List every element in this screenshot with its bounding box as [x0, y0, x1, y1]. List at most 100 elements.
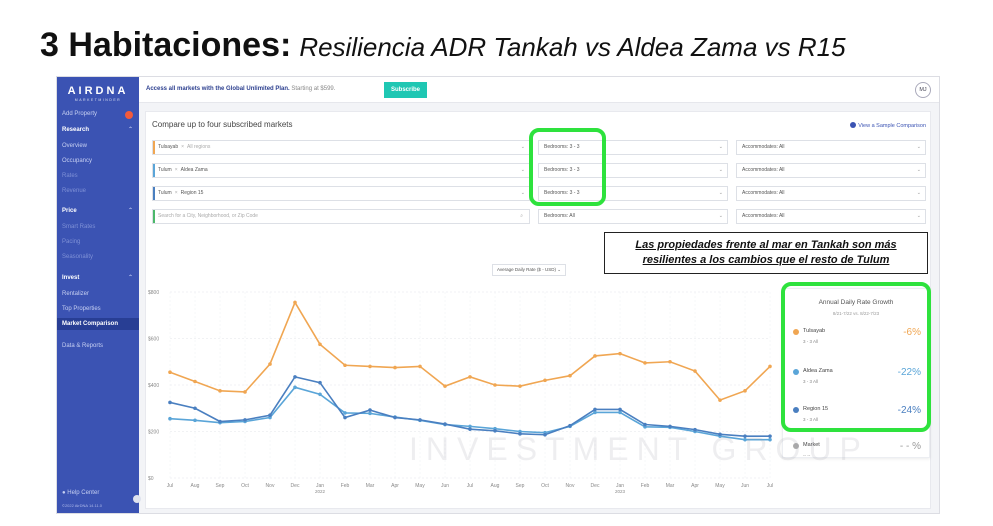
growth-value: -6% — [903, 327, 921, 338]
x-tick-label: Jan — [316, 483, 324, 489]
region-selector[interactable]: Aldea Zama — [180, 167, 208, 173]
x-tick-label: Apr — [391, 483, 399, 489]
bedrooms-value: Bedrooms: All — [544, 213, 575, 219]
sidebar-item-seasonality[interactable]: Seasonality — [62, 254, 94, 260]
data-point — [293, 385, 297, 390]
sidebar-item-data-reports[interactable]: Data & Reports — [62, 343, 104, 349]
search-placeholder: Search for a City, Neighborhood, or Zip … — [158, 213, 258, 219]
growth-title: Annual Daily Rate Growth — [818, 299, 894, 306]
y-tick-label: $400 — [148, 383, 159, 389]
y-tick-label: $800 — [148, 290, 159, 296]
sidebar-item-revenue[interactable]: Revenue — [62, 188, 87, 194]
notification-badge — [125, 111, 133, 119]
chevron-down-icon: ⌄ — [520, 167, 525, 173]
x-tick-label: Oct — [241, 483, 249, 489]
data-point — [568, 423, 572, 428]
data-point — [468, 427, 472, 431]
data-point — [343, 411, 347, 415]
data-point — [193, 406, 197, 411]
data-point — [568, 373, 572, 378]
growth-subtitle: 8/21-7/22 vs. 8/22-7/23 — [832, 311, 880, 316]
market-selector-2[interactable]: Tulum × Aldea Zama ⌄ — [152, 163, 530, 178]
sidebar-item-overview[interactable]: Overview — [62, 143, 88, 149]
growth-meta: 3 - 3 All — [803, 417, 819, 422]
sidebar-item-invest[interactable]: Invest — [62, 275, 79, 281]
region-selector[interactable]: All regions — [187, 144, 211, 150]
series-dot — [793, 329, 799, 335]
sidebar-item-top-properties[interactable]: Top Properties — [62, 306, 101, 312]
growth-row-tulsayab: Tulsayab 3 - 3 All -6% — [793, 327, 923, 353]
data-point — [193, 379, 197, 384]
accommodates-select-2[interactable]: Accommodates: All ⌄ — [736, 163, 926, 178]
market-search-input[interactable]: Search for a City, Neighborhood, or Zip … — [152, 209, 530, 224]
accommodates-select-4[interactable]: Accommodates: All ⌄ — [736, 209, 926, 224]
data-point — [418, 418, 422, 422]
sidebar-item-add-property[interactable]: Add Property — [62, 111, 98, 117]
data-point — [343, 363, 347, 368]
chevron-down-icon: ⌄ — [916, 167, 921, 173]
help-center-label: Help Center — [67, 490, 100, 496]
series-color-bar — [153, 187, 155, 200]
data-point — [593, 407, 597, 412]
data-point — [443, 384, 447, 388]
bedrooms-select-4[interactable]: Bedrooms: All ⌄ — [538, 209, 728, 224]
close-icon[interactable]: × — [174, 190, 178, 196]
airdna-logo[interactable]: AIRDNA MARKETMINDER — [57, 77, 139, 102]
metric-select[interactable]: Average Daily Rate ($ - USD) ⌄ — [492, 264, 566, 276]
data-point — [343, 415, 347, 420]
sidebar-item-smart-rates[interactable]: Smart Rates — [62, 224, 96, 230]
y-tick-label: $600 — [148, 337, 159, 343]
x-tick-label: Feb — [341, 483, 350, 489]
chevron-up-icon[interactable]: ⌃ — [127, 275, 133, 281]
logo-text: AIRDNA — [67, 85, 129, 97]
sidebar-item-research[interactable]: Research — [62, 127, 89, 133]
sidebar-item-rates[interactable]: Rates — [62, 173, 78, 179]
market-selector-1[interactable]: Tulsayab × All regions ⌄ — [152, 140, 530, 155]
sample-link-label: View a Sample Comparison — [858, 123, 926, 129]
help-icon: ● — [62, 490, 66, 496]
data-point — [318, 392, 322, 397]
x-tick-label: May — [415, 483, 425, 489]
data-point — [293, 300, 297, 305]
chevron-down-icon: ⌄ — [520, 144, 525, 150]
series-dot — [793, 443, 799, 449]
data-point — [393, 415, 397, 420]
bedrooms-value: Bedrooms: 3 - 3 — [544, 144, 580, 150]
x-tick-label: May — [715, 483, 725, 489]
bedrooms-select-3[interactable]: Bedrooms: 3 - 3 ⌄ — [538, 186, 728, 201]
data-point — [168, 370, 172, 375]
bedrooms-value: Bedrooms: 3 - 3 — [544, 167, 580, 173]
subscribe-button[interactable]: Subscribe — [384, 82, 428, 98]
bedrooms-select-1[interactable]: Bedrooms: 3 - 3 ⌄ — [538, 140, 728, 155]
sidebar-item-pacing[interactable]: Pacing — [62, 239, 81, 245]
growth-name: Market — [803, 442, 820, 448]
sidebar-item-occupancy[interactable]: Occupancy — [62, 158, 93, 164]
series-color-bar — [153, 164, 155, 177]
chevron-up-icon[interactable]: ⌃ — [127, 208, 133, 214]
copyright: ©2022 AirDNA 14.11.0 — [62, 503, 103, 508]
region-selector[interactable]: Region 15 — [180, 190, 204, 196]
x-tick-label: Dec — [291, 483, 300, 489]
sidebar-item-label: Price — [62, 208, 77, 214]
accommodates-select-1[interactable]: Accommodates: All ⌄ — [736, 140, 926, 155]
market-selector-3[interactable]: Tulum × Region 15 ⌄ — [152, 186, 530, 201]
data-point — [543, 378, 547, 383]
avatar[interactable]: MJ — [915, 82, 931, 98]
help-center-link[interactable]: ● Help Center — [62, 490, 99, 496]
collapse-sidebar-button[interactable] — [133, 495, 141, 503]
bedrooms-value: Bedrooms: 3 - 3 — [544, 190, 580, 196]
sidebar-item-rentalizer[interactable]: Rentalizer — [62, 291, 90, 297]
accommodates-select-3[interactable]: Accommodates: All ⌄ — [736, 186, 926, 201]
data-point — [668, 424, 672, 429]
series-dot — [793, 407, 799, 413]
close-icon[interactable]: × — [174, 167, 178, 173]
x-tick-label: Jul — [167, 483, 173, 489]
close-icon[interactable]: × — [181, 144, 185, 150]
sidebar-item-price[interactable]: Price — [62, 208, 77, 214]
bedrooms-select-2[interactable]: Bedrooms: 3 - 3 ⌄ — [538, 163, 728, 178]
data-point — [643, 361, 647, 365]
sidebar-item-market-comparison[interactable]: Market Comparison — [57, 318, 139, 330]
sample-comparison-link[interactable]: View a Sample Comparison — [850, 122, 926, 129]
chevron-up-icon[interactable]: ⌃ — [127, 127, 133, 133]
metric-select-value: Average Daily Rate ($ - USD) — [497, 267, 556, 272]
